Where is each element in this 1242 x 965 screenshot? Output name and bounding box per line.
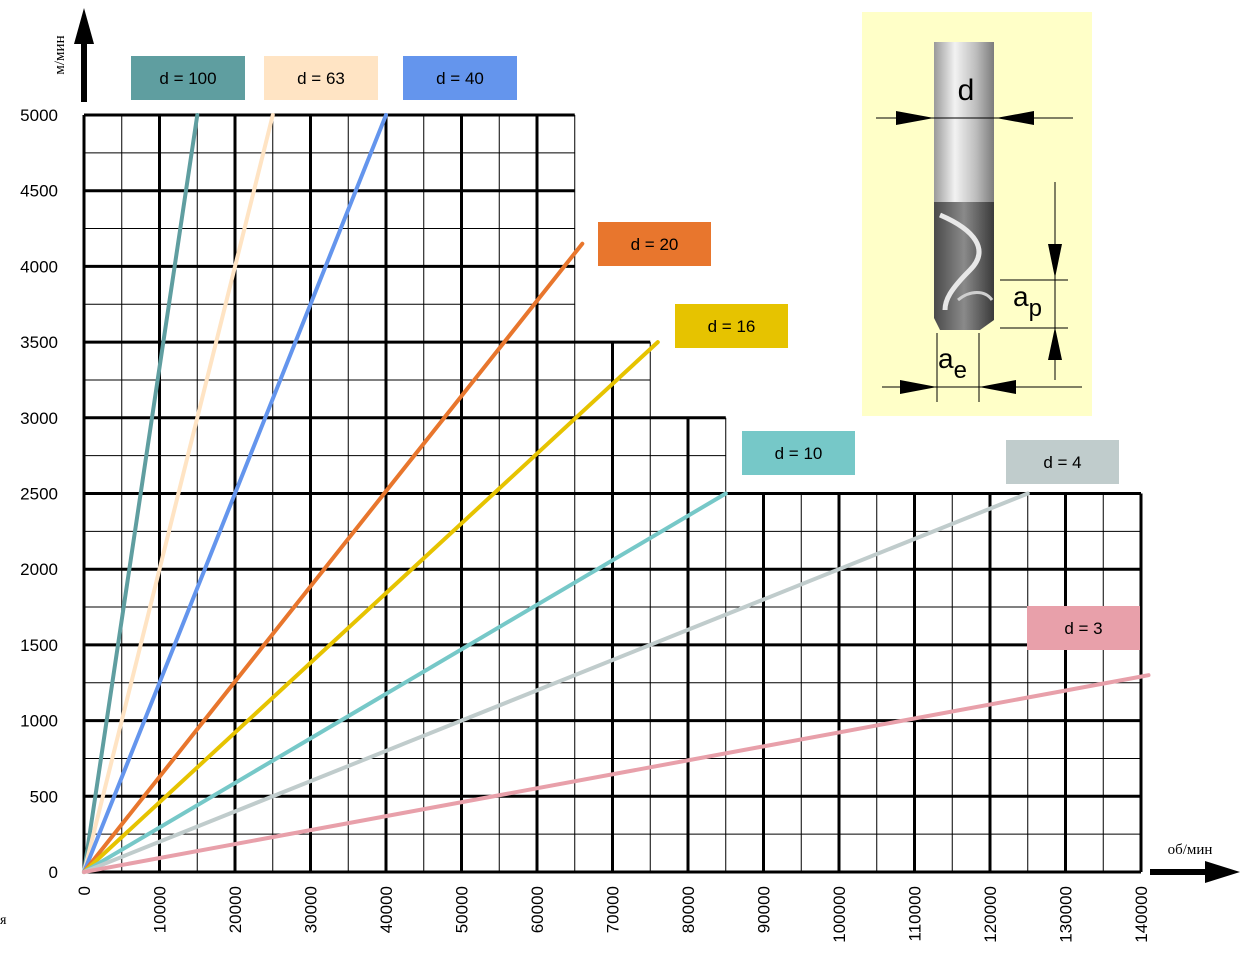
- y-tick-label: 1000: [20, 712, 58, 731]
- y-tick-label: 0: [49, 863, 58, 882]
- y-tick-label: 2500: [20, 485, 58, 504]
- end-mill-icon: [934, 42, 994, 330]
- y-tick-label: 4000: [20, 257, 58, 276]
- series-label-7: d = 3: [1064, 619, 1102, 638]
- series-label-5: d = 10: [775, 444, 823, 463]
- y-tick-label: 4500: [20, 182, 58, 201]
- x-tick-label: 10000: [151, 886, 170, 933]
- y-tick-label: 500: [30, 787, 58, 806]
- series-label-2: d = 40: [436, 69, 484, 88]
- y-tick-label: 3000: [20, 409, 58, 428]
- series-label-box-4: [675, 304, 788, 348]
- series-label-box-0: [131, 56, 245, 100]
- x-tick-label: 100000: [830, 886, 849, 943]
- diameter-label: d: [958, 74, 975, 107]
- series-line-2: [82, 113, 388, 874]
- series-line-6: [82, 491, 1030, 874]
- y-tick-label: 5000: [20, 106, 58, 125]
- x-tick-label: 80000: [679, 886, 698, 933]
- width-ae-label: ae: [938, 343, 967, 384]
- x-tick-label: 0: [75, 886, 94, 895]
- y-tick-label: 3500: [20, 333, 58, 352]
- x-tick-label: 60000: [528, 886, 547, 933]
- x-axis-label: об/мин: [1168, 842, 1213, 858]
- y-tick-label: 1500: [20, 636, 58, 655]
- x-tick-label: 110000: [906, 886, 925, 941]
- series-line-0: [82, 113, 200, 874]
- x-tick-label: 50000: [453, 886, 472, 933]
- series-label-box-2: [403, 56, 517, 100]
- series-lines: [82, 113, 1151, 874]
- series-label-box-1: [264, 56, 378, 100]
- series-line-5: [82, 491, 728, 874]
- series-label-box-7: [1027, 606, 1140, 650]
- series-label-3: d = 20: [631, 235, 679, 254]
- y-tick-labels: 0 500 1000 1500 2000 2500 3000 3500 4000 4500 5000: [20, 106, 58, 882]
- x-tick-label: 130000: [1057, 886, 1076, 943]
- series-label-6: d = 4: [1043, 453, 1081, 472]
- x-tick-label: 40000: [377, 886, 396, 933]
- y-tick-label: 2000: [20, 560, 58, 579]
- x-tick-label: 90000: [755, 886, 774, 933]
- y-axis-arrow: [74, 8, 94, 102]
- series-label-box-5: [742, 431, 855, 475]
- series-labels: d = 100 d = 63 d = 40 d = 20 d = 16 d = 10 d =…: [131, 56, 1140, 650]
- series-label-4: d = 16: [708, 317, 756, 336]
- series-line-1: [82, 113, 275, 874]
- end-mill-inset: d ap ae: [862, 12, 1092, 416]
- series-label-box-6: [1006, 440, 1119, 484]
- x-tick-label: 20000: [226, 886, 245, 933]
- y-axis-label: м/мин: [52, 35, 68, 74]
- series-label-1: d = 63: [297, 69, 345, 88]
- series-line-7: [82, 673, 1151, 874]
- x-tick-label: 140000: [1132, 886, 1151, 943]
- series-line-3: [82, 241, 585, 874]
- major-grid: [82, 113, 1143, 874]
- x-tick-label: 120000: [981, 886, 1000, 943]
- x-tick-labels: 0 10000 20000 30000 40000 50000 60000 70000 8000…: [75, 886, 1151, 943]
- series-label-0: d = 100: [159, 69, 216, 88]
- x-axis-arrow: [1150, 861, 1240, 883]
- series-line-4: [82, 340, 660, 874]
- x-tick-label: 70000: [604, 886, 623, 933]
- series-label-box-3: [598, 222, 711, 266]
- x-tick-label: 30000: [302, 886, 321, 933]
- stray-text: я: [0, 913, 7, 928]
- depth-ap-label: ap: [1013, 281, 1042, 322]
